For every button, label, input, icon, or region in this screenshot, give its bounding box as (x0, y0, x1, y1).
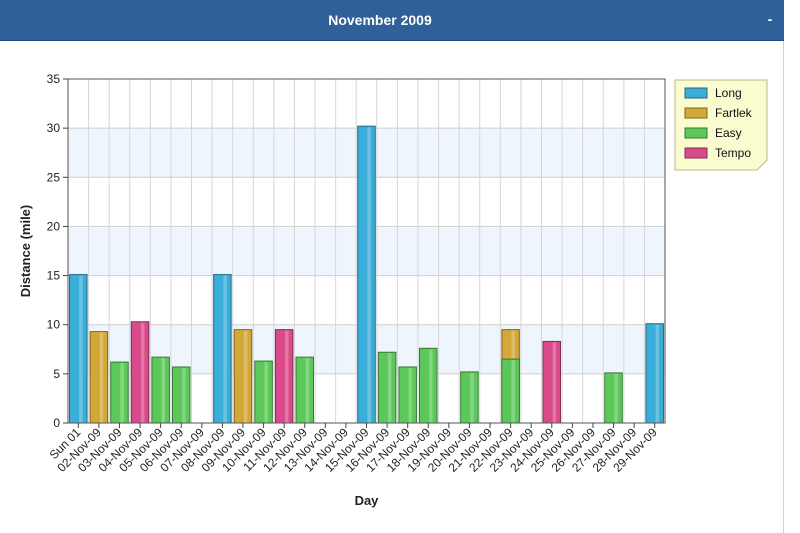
bar-highlight (79, 275, 83, 423)
panel-title: November 2009 (328, 12, 432, 28)
y-tick-label: 5 (53, 367, 60, 381)
y-tick-label: 35 (47, 72, 61, 86)
legend-label: Long (715, 86, 742, 100)
bar-highlight (285, 330, 289, 423)
y-tick-label: 15 (47, 269, 61, 283)
bar-highlight (161, 358, 166, 423)
bar-easy (110, 361, 129, 424)
y-tick-label: 25 (47, 170, 61, 184)
y-tick-label: 0 (53, 416, 60, 430)
bar-highlight (140, 322, 145, 423)
y-tick-label: 10 (47, 318, 61, 332)
bar-long (357, 125, 376, 424)
bar-fartlek (89, 331, 109, 424)
bar-tempo (274, 329, 294, 424)
bar-easy (419, 347, 438, 424)
y-tick-label: 20 (47, 219, 61, 233)
bar-tempo (542, 340, 562, 424)
bar-highlight (470, 372, 474, 423)
bar-easy (501, 358, 520, 424)
bar-highlight (367, 127, 371, 424)
bar-fartlek (233, 329, 253, 424)
bar-highlight (99, 332, 104, 423)
bar-highlight (387, 353, 392, 423)
bar-easy (377, 351, 397, 424)
legend-label: Tempo (715, 146, 751, 160)
bar-easy (151, 356, 170, 424)
x-axis-title: Day (355, 493, 380, 508)
y-tick-label: 30 (47, 121, 61, 135)
bar-highlight (223, 275, 227, 423)
bar-highlight (120, 363, 124, 423)
axes (63, 78, 666, 428)
bar-easy (295, 356, 314, 424)
legend-swatch-tempo (684, 147, 708, 159)
bar-highlight (552, 342, 557, 423)
grid-lines (67, 78, 666, 424)
bar-highlight (305, 358, 310, 423)
bars (69, 125, 664, 424)
bar-highlight (264, 362, 268, 423)
legend: Long Fartlek Easy Tempo (674, 79, 768, 171)
legend-swatch-long (684, 87, 708, 99)
y-tick-labels: 0 5 10 15 20 25 30 35 (47, 72, 61, 430)
bar-highlight (429, 349, 433, 423)
x-tick-labels: Sun 0102-Nov-0903-Nov-0904-Nov-0905-Nov-… (47, 425, 660, 475)
legend-swatch-fartlek (684, 107, 708, 119)
y-axis-title: Distance (mile) (18, 205, 33, 297)
bar-tempo (130, 321, 150, 424)
bar-highlight (655, 324, 660, 423)
bar-easy (604, 372, 623, 424)
bar-easy (171, 366, 191, 424)
bar-highlight (182, 367, 186, 423)
panel-header: November 2009 - (0, 0, 784, 41)
bar-long (645, 323, 664, 424)
legend-label: Easy (715, 126, 742, 140)
legend-swatch-easy (684, 127, 708, 139)
bar-highlight (408, 367, 413, 423)
bar-long (213, 274, 232, 424)
bar-highlight (614, 373, 618, 423)
legend-label: Fartlek (715, 106, 753, 120)
collapse-button[interactable]: - (767, 11, 773, 27)
bar-long (69, 274, 88, 424)
bar-easy (254, 360, 273, 424)
bar-easy (460, 371, 479, 424)
bar-highlight (511, 360, 515, 423)
bar-easy (398, 366, 417, 424)
bar-highlight (243, 330, 248, 423)
